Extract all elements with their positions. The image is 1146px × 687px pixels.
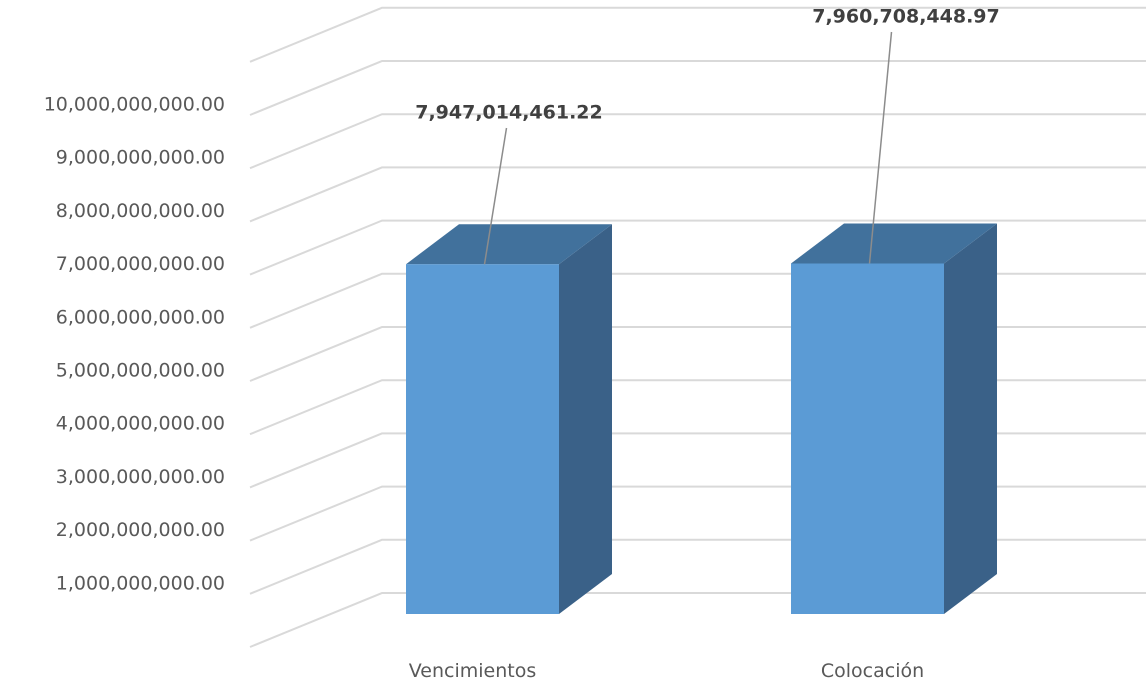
y-tick-label: 4,000,000,000.00 (56, 413, 225, 435)
gridline (249, 60, 1146, 116)
bars (406, 223, 997, 615)
leader-line (483, 127, 508, 265)
gridline (249, 6, 1146, 63)
bar-vencimientos (406, 224, 612, 615)
bar-top (791, 223, 997, 264)
x-axis-categories: Vencimientos Colocación (409, 660, 924, 682)
bar-side (559, 224, 612, 615)
x-category-label: Vencimientos (409, 660, 536, 682)
gridline (249, 379, 1146, 436)
data-label: 7,960,708,448.97 (812, 6, 1000, 28)
gridline (249, 326, 1146, 382)
gridline (249, 485, 1146, 542)
data-label: 7,947,014,461.22 (415, 102, 603, 124)
bar-colocación (791, 223, 997, 615)
data-labels: 7,947,014,461.22 7,960,708,448.97 (415, 6, 1000, 265)
y-tick-label: 6,000,000,000.00 (56, 306, 225, 328)
y-tick-label: 9,000,000,000.00 (56, 147, 225, 169)
y-tick-label: 7,000,000,000.00 (56, 253, 225, 275)
gridline (249, 538, 1146, 595)
y-tick-label: 2,000,000,000.00 (56, 519, 225, 541)
gridline (249, 432, 1146, 489)
gridline (249, 219, 1146, 276)
gridline (249, 113, 1146, 170)
y-tick-label: 8,000,000,000.00 (56, 200, 225, 222)
gridlines (249, 6, 1146, 648)
y-tick-label: 3,000,000,000.00 (56, 466, 225, 488)
y-tick-label: 5,000,000,000.00 (56, 360, 225, 382)
y-tick-label: 10,000,000,000.00 (44, 94, 225, 116)
y-tick-label: 1,000,000,000.00 (56, 572, 225, 594)
leader-line (868, 31, 893, 264)
gridline (249, 592, 1146, 648)
bar-top (406, 224, 612, 265)
x-category-label: Colocación (821, 660, 924, 682)
bar-front (406, 264, 559, 614)
bar-front (791, 263, 944, 614)
gridline (249, 166, 1146, 223)
gridline (249, 272, 1146, 329)
y-axis-ticks: 1,000,000,000.00 2,000,000,000.00 3,000,00… (44, 94, 225, 595)
bar-side (944, 223, 997, 615)
